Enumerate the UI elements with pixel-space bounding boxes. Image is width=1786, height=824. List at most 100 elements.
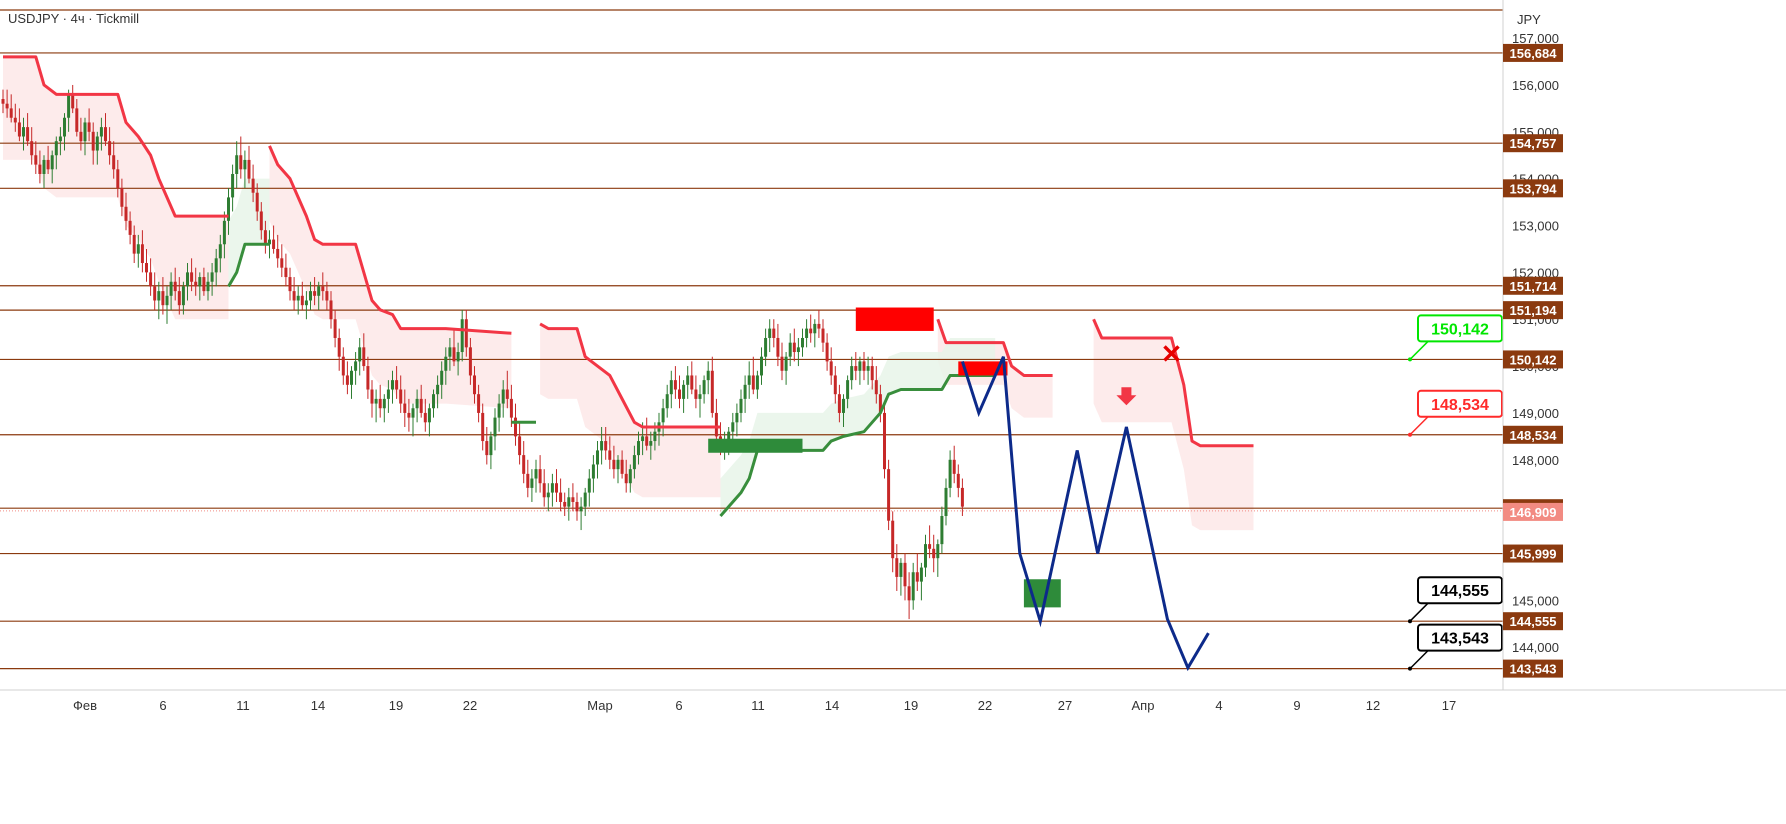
candle-body bbox=[239, 155, 243, 170]
candle bbox=[17, 108, 21, 142]
projection-zigzag[interactable] bbox=[960, 356, 1210, 672]
time-axis[interactable]: Фев 6 11 14 19 22 Мар 6 11 14 19 22 27 Апр 4 9 12 17 bbox=[0, 689, 1786, 713]
candle-body bbox=[673, 380, 677, 390]
candle bbox=[821, 319, 825, 353]
candle-body bbox=[895, 558, 899, 577]
candle bbox=[112, 141, 116, 179]
resistance-trail-line bbox=[539, 322, 721, 429]
level-badge[interactable]: 156,684 bbox=[1503, 43, 1563, 62]
resistance-trail-line bbox=[268, 145, 512, 335]
level-badge[interactable]: 150,142 bbox=[1503, 350, 1563, 369]
candle bbox=[645, 417, 649, 451]
price-callouts[interactable]: 150,142 148,534 144,555 143,543 bbox=[1408, 314, 1503, 671]
candle bbox=[227, 188, 230, 235]
level-badge[interactable]: 144,555 bbox=[1503, 612, 1563, 631]
candle bbox=[46, 145, 50, 174]
candle bbox=[538, 455, 542, 493]
last-price-badge-label: 146,909 bbox=[1510, 505, 1557, 520]
candle bbox=[825, 333, 829, 371]
level-badge[interactable]: 145,999 bbox=[1503, 544, 1563, 563]
candle-body bbox=[932, 548, 936, 559]
candle-body bbox=[13, 117, 17, 123]
candle bbox=[251, 164, 255, 203]
candle bbox=[837, 384, 841, 423]
candle bbox=[956, 464, 960, 498]
candle-body bbox=[678, 389, 681, 399]
resistance-trail-line bbox=[3, 55, 229, 218]
candle bbox=[883, 403, 886, 479]
trend-indicator bbox=[3, 55, 1254, 518]
candle-body bbox=[464, 319, 468, 348]
candle-body bbox=[714, 412, 718, 437]
level-badge-bg bbox=[1503, 425, 1563, 444]
level-badge[interactable]: 154,757 bbox=[1503, 134, 1563, 153]
zigzag-path[interactable] bbox=[960, 356, 1210, 672]
level-badge-bg bbox=[1503, 544, 1563, 563]
down-arrow-icon bbox=[1116, 387, 1137, 406]
candle bbox=[99, 117, 103, 151]
callout-red[interactable]: 148,534 bbox=[1408, 389, 1503, 437]
candle bbox=[501, 380, 505, 418]
level-badge[interactable]: 151,714 bbox=[1503, 276, 1563, 295]
candle-body bbox=[481, 412, 485, 442]
candle-body bbox=[313, 291, 317, 296]
candle bbox=[411, 403, 415, 437]
callout-black[interactable]: 144,555 bbox=[1408, 576, 1503, 624]
price-tick-label: 149,000 bbox=[1512, 406, 1559, 421]
level-badge[interactable]: 153,794 bbox=[1503, 179, 1563, 198]
candle-body bbox=[891, 520, 895, 559]
candle-body bbox=[530, 478, 534, 488]
candle bbox=[288, 267, 292, 301]
level-badge[interactable]: 143,543 bbox=[1503, 659, 1563, 678]
candle-body bbox=[46, 159, 50, 170]
candle bbox=[755, 370, 759, 399]
level-badge-bg bbox=[1503, 612, 1563, 631]
candle bbox=[83, 117, 87, 156]
candle-body bbox=[79, 131, 83, 142]
candle-body bbox=[489, 436, 493, 456]
candle bbox=[948, 450, 952, 498]
candle-body bbox=[747, 375, 751, 385]
candle-body bbox=[112, 155, 116, 170]
callout-green[interactable]: 150,142 bbox=[1408, 314, 1503, 362]
candle bbox=[87, 108, 91, 142]
callout-label: 144,555 bbox=[1431, 583, 1489, 600]
candle bbox=[173, 267, 177, 301]
candle bbox=[796, 337, 800, 367]
level-badge[interactable]: 148,534 bbox=[1503, 425, 1563, 444]
markers bbox=[1116, 345, 1180, 406]
last-price-badge[interactable]: 146,909 bbox=[1503, 502, 1563, 521]
candle-body bbox=[38, 164, 42, 174]
candle-body bbox=[940, 516, 944, 545]
candle bbox=[321, 272, 325, 301]
candle-body bbox=[395, 380, 399, 390]
callout-dot bbox=[1408, 432, 1412, 437]
candle-body bbox=[682, 384, 686, 399]
candle bbox=[177, 277, 181, 315]
candle bbox=[555, 469, 558, 502]
candle-body bbox=[71, 94, 75, 109]
level-badge[interactable]: 151,194 bbox=[1503, 301, 1563, 320]
candle bbox=[186, 263, 189, 301]
candle bbox=[202, 267, 206, 296]
price-axis[interactable]: 157,000156,000155,000154,000153,000152,0… bbox=[1502, 0, 1563, 690]
candle-body bbox=[936, 544, 940, 559]
candle bbox=[292, 277, 296, 310]
candle-body bbox=[883, 412, 886, 470]
candle-body bbox=[632, 455, 636, 470]
candle-body bbox=[329, 300, 333, 320]
candle bbox=[743, 375, 747, 413]
candle-body bbox=[198, 277, 202, 287]
candle-body bbox=[317, 286, 321, 296]
candle bbox=[222, 211, 226, 259]
candle bbox=[104, 113, 107, 146]
candle bbox=[284, 253, 288, 287]
candle-body bbox=[563, 501, 567, 507]
callout-black[interactable]: 143,543 bbox=[1408, 623, 1503, 671]
candle-body bbox=[456, 352, 460, 362]
candle bbox=[276, 234, 280, 268]
candle bbox=[473, 366, 476, 404]
candle bbox=[505, 370, 509, 409]
horizontal-levels[interactable] bbox=[0, 9, 1503, 670]
